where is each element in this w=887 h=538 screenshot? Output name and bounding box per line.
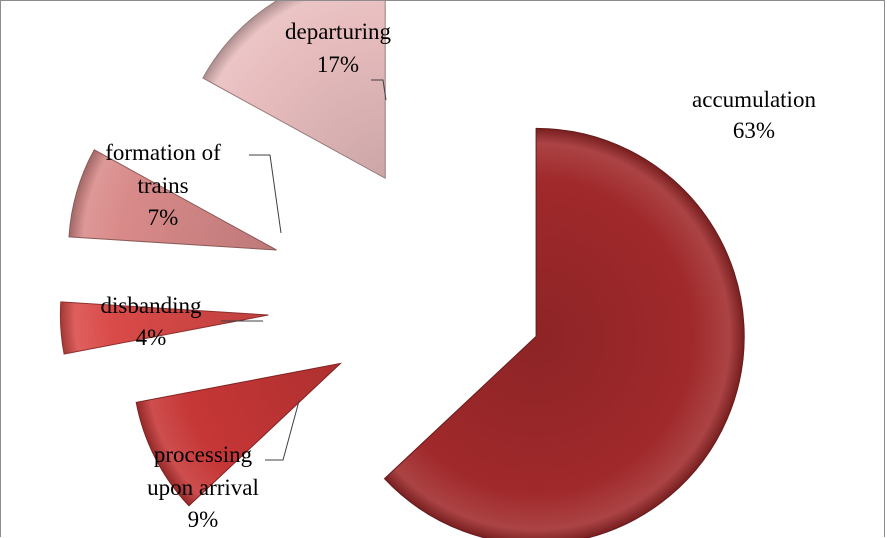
leader-line-departuring (371, 79, 387, 101)
data-label-value-processing-upon-arrival: 9% (188, 507, 219, 532)
data-label-category-processing-upon-arrival: upon arrival (147, 475, 259, 500)
leader-line-processing-upon-arrival (265, 400, 300, 461)
data-label-value-accumulation: 63% (733, 118, 775, 143)
data-label-value-departuring: 17% (317, 52, 359, 77)
data-label-category-departuring: departuring (285, 19, 392, 44)
data-label-category-formation-of-trains: formation of (105, 140, 221, 165)
pie-slice-disbanding (59, 301, 269, 355)
pie-slice-accumulation (383, 127, 745, 538)
data-label-category-disbanding: disbanding (101, 293, 202, 318)
data-label-category-formation-of-trains: trains (137, 173, 188, 198)
data-label-value-formation-of-trains: 7% (148, 205, 179, 230)
leader-line-formation-of-trains (249, 154, 282, 234)
data-label-value-disbanding: 4% (136, 325, 167, 350)
pie-slice-departuring (202, 1, 386, 180)
data-label-category-accumulation: accumulation (692, 87, 816, 112)
data-label-category-processing-upon-arrival: processing (154, 442, 253, 467)
pie-slice-processing-upon-arrival (135, 362, 343, 507)
pie-slice-formation-of-trains (68, 149, 277, 251)
